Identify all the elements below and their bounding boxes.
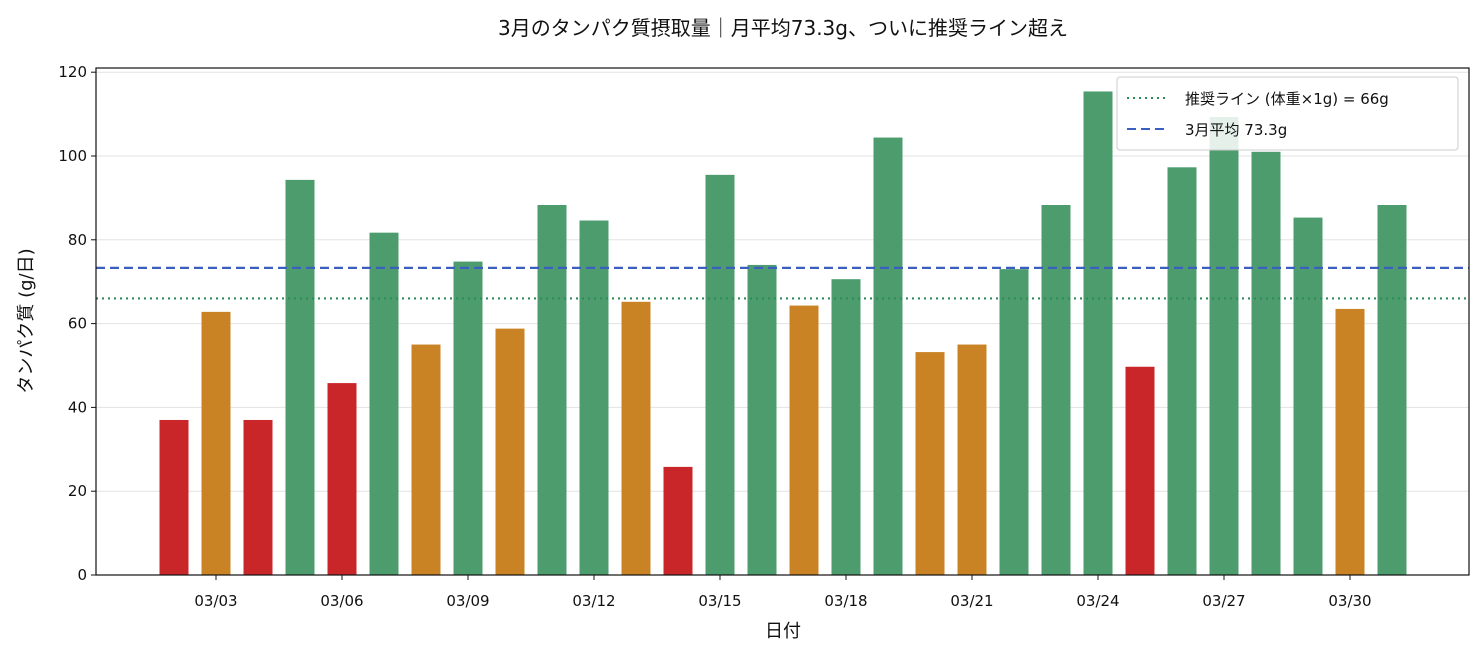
- bar: [537, 205, 567, 576]
- bar: [1335, 308, 1365, 575]
- x-tick-label: 03/27: [1202, 592, 1245, 610]
- bars: [159, 91, 1407, 576]
- x-axis-ticks: 03/03 03/06 03/09 03/12 03/15 03/18 03/21 03/24…: [194, 575, 1372, 610]
- y-tick-label: 120: [58, 63, 87, 81]
- bar: [369, 232, 399, 576]
- bar: [1377, 205, 1407, 576]
- bar: [579, 220, 609, 575]
- bar: [243, 419, 273, 575]
- y-tick-label: 60: [68, 315, 87, 333]
- x-tick-label: 03/24: [1076, 592, 1119, 610]
- legend-label-recommended: 推奨ライン (体重×1g) = 66g: [1185, 90, 1389, 108]
- reference-lines: [96, 266, 1469, 300]
- bar: [915, 352, 945, 575]
- bar: [873, 137, 903, 576]
- bar: [1041, 205, 1071, 576]
- y-tick-label: 100: [58, 147, 87, 165]
- bar: [1167, 167, 1197, 575]
- bar: [1125, 366, 1155, 575]
- y-tick-label: 0: [77, 566, 87, 584]
- y-axis-label: タンパク質 (g/日): [16, 248, 37, 393]
- bar: [285, 179, 315, 575]
- legend-box: [1116, 76, 1459, 151]
- x-tick-label: 03/30: [1328, 592, 1371, 610]
- x-tick-label: 03/09: [446, 592, 489, 610]
- bar: [1251, 151, 1281, 576]
- y-tick-label: 40: [68, 398, 87, 416]
- bar: [201, 311, 231, 575]
- x-tick-label: 03/12: [572, 592, 615, 610]
- bar: [957, 344, 987, 575]
- bar: [495, 328, 525, 575]
- bar: [789, 305, 819, 575]
- x-tick-label: 03/21: [950, 592, 993, 610]
- bar: [1209, 117, 1239, 576]
- bar: [1083, 91, 1113, 575]
- x-tick-label: 03/15: [698, 592, 741, 610]
- bar: [621, 301, 651, 575]
- bar: [747, 264, 777, 575]
- legend-label-average: 3月平均 73.3g: [1185, 121, 1287, 139]
- x-axis-label: 日付: [765, 621, 801, 642]
- bar: [831, 279, 861, 575]
- bar: [705, 174, 735, 575]
- plot-frame: [95, 67, 1470, 576]
- bar: [159, 419, 189, 575]
- x-tick-label: 03/03: [194, 592, 237, 610]
- bar: [1293, 217, 1323, 576]
- x-tick-label: 03/18: [824, 592, 867, 610]
- y-axis-ticks: 0 20 40 60 80 100 120: [58, 63, 96, 584]
- x-tick-label: 03/06: [320, 592, 363, 610]
- bar: [327, 383, 357, 575]
- bar: [453, 261, 483, 575]
- grid-lines: [96, 71, 1469, 492]
- bar: [411, 344, 441, 575]
- legend: 推奨ライン (体重×1g) = 66g 3月平均 73.3g: [1116, 76, 1459, 151]
- bar: [663, 466, 693, 575]
- chart-title: 3月のタンパク質摂取量｜月平均73.3g、ついに推奨ライン超え: [498, 16, 1068, 40]
- y-tick-label: 80: [68, 231, 87, 249]
- y-tick-label: 20: [68, 482, 87, 500]
- bar: [999, 269, 1029, 575]
